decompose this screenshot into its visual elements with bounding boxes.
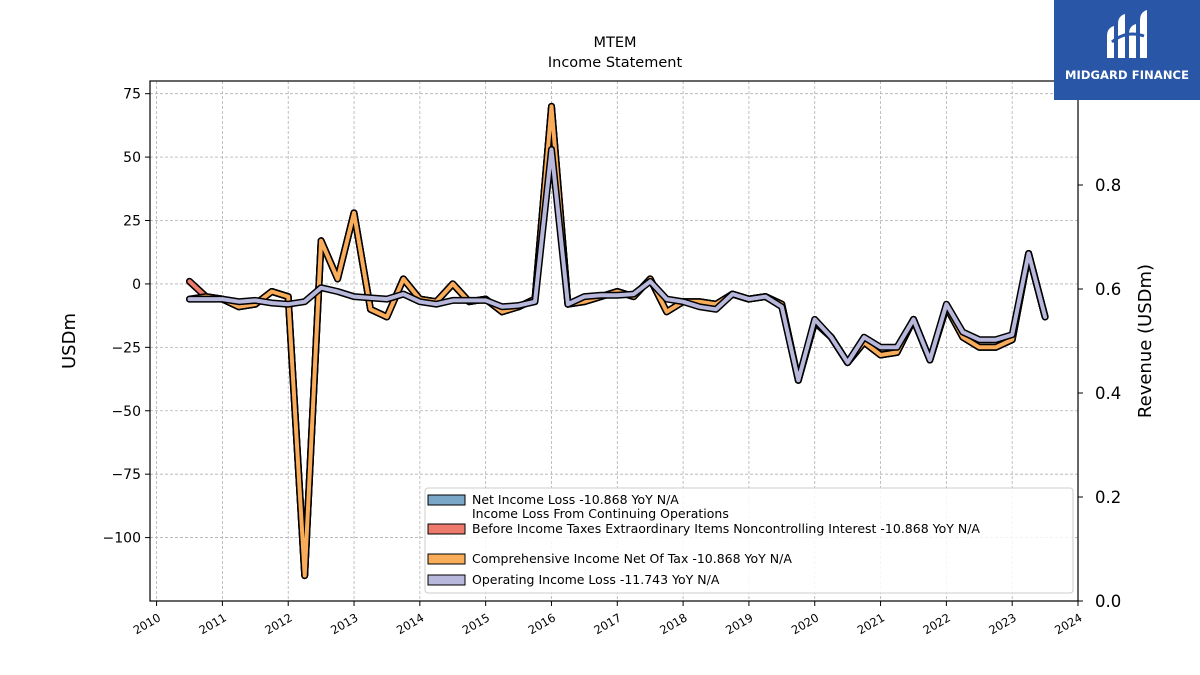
legend-box: [424, 487, 1074, 594]
x-tick-label: 2022: [921, 610, 953, 637]
y-right-tick-label: 0.6: [1095, 280, 1121, 299]
y-axis-right-label: Revenue (USDm): [1135, 264, 1156, 418]
y-tick-label: −100: [103, 531, 141, 547]
x-tick-label: 2010: [131, 610, 163, 637]
y-right-tick-label: 0.4: [1095, 384, 1121, 403]
y-axis-right: 0.0 0.2 0.4 0.6 0.8: [1078, 176, 1121, 611]
x-tick-label: 2014: [394, 610, 426, 637]
y-tick-label: −25: [111, 340, 141, 356]
y-tick-label: −75: [111, 467, 141, 483]
y-right-tick-label: 0.8: [1095, 176, 1121, 195]
legend-label-3: Operating Income Loss -11.743 YoY N/A: [472, 572, 720, 587]
x-tick-label: 2019: [723, 610, 755, 637]
x-tick-label: 2013: [328, 610, 360, 637]
x-tick-label: 2023: [986, 610, 1018, 637]
y-tick-label: −50: [111, 404, 141, 420]
y-tick-label: 0: [132, 277, 141, 293]
x-tick-label: 2012: [262, 610, 294, 637]
series-line-3: [187, 147, 1048, 383]
brand-logo: MIDGARD FINANCE: [1054, 0, 1200, 100]
legend-label-2: Comprehensive Income Net Of Tax -10.868 …: [472, 551, 792, 566]
y-tick-label: 25: [123, 214, 141, 230]
x-tick-label: 2020: [789, 610, 821, 637]
legend-swatch-0: [427, 494, 466, 506]
legend-swatch-3: [427, 574, 466, 586]
midgard-logo-icon: [1107, 10, 1147, 58]
y-tick-label: 50: [123, 150, 141, 166]
legend-label-0: Net Income Loss -10.868 YoY N/A: [472, 492, 679, 507]
chart-subtitle: Income Statement: [548, 55, 683, 71]
x-tick-label: 2011: [197, 610, 229, 637]
x-tick-label: 2021: [855, 610, 887, 637]
chart-title: MTEM: [593, 35, 636, 51]
legend-swatch-2: [427, 553, 466, 565]
x-tick-label: 2016: [526, 610, 558, 637]
legend-label-1: Income Loss From Continuing Operations: [472, 506, 729, 521]
x-tick-label: 2017: [591, 610, 623, 637]
x-tick-label: 2018: [657, 610, 689, 637]
x-tick-label: 2015: [460, 610, 492, 637]
legend-swatch-1: [427, 523, 466, 535]
x-axis: 2010 2011 2012 2013 2014 2015 2016 2017 2018 2019…: [131, 601, 1085, 637]
y-axis-left: 75 50 25 0 −25 −50 −75 −100: [103, 87, 150, 547]
y-right-tick-label: 0.0: [1095, 592, 1121, 611]
legend-label-1: Before Income Taxes Extraordinary Items …: [472, 521, 980, 536]
x-tick-label: 2024: [1052, 610, 1084, 637]
y-right-tick-label: 0.2: [1095, 488, 1121, 507]
brand-name: MIDGARD FINANCE: [1064, 68, 1190, 82]
plot-frame: [149, 80, 1079, 602]
series-lines: [186, 102, 1049, 580]
y-axis-left-label: USDm: [59, 313, 80, 369]
y-tick-label: 75: [123, 87, 141, 103]
